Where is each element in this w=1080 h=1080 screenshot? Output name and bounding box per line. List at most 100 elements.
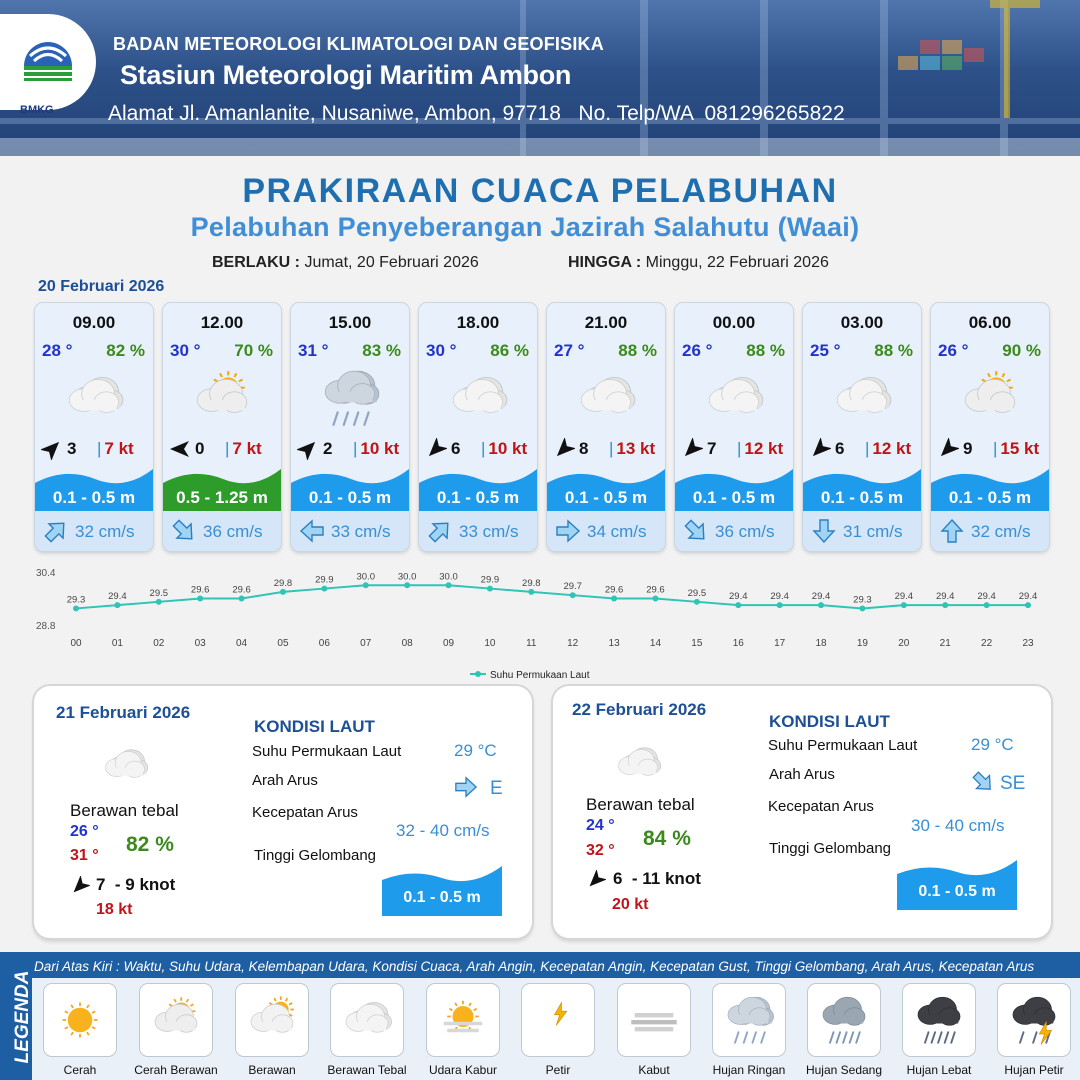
x-tick-label: 23 xyxy=(1022,638,1034,649)
berawan-tebal-icon xyxy=(580,376,636,413)
wind-speed: 7 xyxy=(707,439,717,458)
current-speed-value: 32 - 40 cm/s xyxy=(396,821,490,840)
max-temperature: 31 ° xyxy=(70,847,99,864)
humidity: 83 % xyxy=(362,341,401,360)
legend-item-label: Hujan Lebat xyxy=(906,1063,972,1077)
forecast-card: 12.00 30 ° 70 % 0 | 7 kt 0.5 - 1.25 m 36 … xyxy=(163,303,281,551)
humidity: 82 % xyxy=(106,341,145,360)
cerah-icon xyxy=(62,1002,98,1038)
gust-speed: | 7 kt xyxy=(97,439,134,458)
wave-shape xyxy=(803,469,921,511)
logo-text: BMKG xyxy=(20,104,54,116)
current-speed-label: Kecepatan Arus xyxy=(768,798,874,815)
sst-point xyxy=(155,598,162,605)
sst-point xyxy=(776,602,783,609)
bmkg-logo-icon xyxy=(24,42,72,81)
x-tick-label: 19 xyxy=(857,638,869,649)
forecast-date: 20 Februari 2026 xyxy=(38,278,165,295)
x-tick-label: 03 xyxy=(195,638,207,649)
sst-point xyxy=(279,588,286,595)
sst-point xyxy=(900,602,907,609)
berawan-tebal-icon xyxy=(345,1002,392,1033)
legend-side-label: LEGENDA xyxy=(4,958,33,1076)
gust-value: 10 kt xyxy=(360,439,400,458)
valid-to-label: HINGGA : xyxy=(568,254,642,271)
wind-speed: 2 xyxy=(323,439,333,458)
current-direction-icon xyxy=(940,518,964,543)
forecast-card: 03.00 25 ° 88 % 6 | 12 kt 0.1 - 0.5 m 31 … xyxy=(803,303,921,551)
hujan-ringan-icon xyxy=(727,996,774,1044)
legend-item-label: Hujan Petir xyxy=(1004,1063,1064,1077)
valid-from-label: BERLAKU : xyxy=(212,254,300,271)
x-tick-label: 12 xyxy=(567,638,579,649)
current-direction-icon xyxy=(684,519,705,540)
gust-speed: | 10 kt xyxy=(481,439,528,458)
sst-point xyxy=(445,582,452,589)
forecast-card: 18.00 30 ° 86 % 6 | 10 kt 0.1 - 0.5 m 33 … xyxy=(419,303,537,551)
sst-point xyxy=(362,582,369,589)
sst-value-label: 29.7 xyxy=(563,581,582,592)
hujan-petir-icon xyxy=(1012,996,1056,1045)
forecast-card: 21.00 27 ° 88 % 8 | 13 kt 0.1 - 0.5 m 34 … xyxy=(547,303,665,551)
current-direction-value: SE xyxy=(1000,773,1026,794)
x-tick-label: 09 xyxy=(443,638,455,649)
sst-value-label: 29.6 xyxy=(646,585,665,596)
sst-point xyxy=(528,588,535,595)
air-temperature: 30 ° xyxy=(426,341,457,360)
wind-speed: 6 - 11 knot xyxy=(613,869,701,888)
gust-speed: 20 kt xyxy=(612,896,649,913)
sst-point xyxy=(114,602,121,609)
forecast-time: 03.00 xyxy=(840,313,884,332)
x-tick-label: 20 xyxy=(898,638,910,649)
current-direction-icon xyxy=(172,519,193,540)
legend-item xyxy=(998,984,1070,1056)
bmkg-logo: BMKG xyxy=(0,14,96,116)
gust-value: 7 kt xyxy=(104,439,134,458)
wind-speed: 3 xyxy=(67,439,77,458)
sst-point xyxy=(859,605,866,612)
gust-value: 10 kt xyxy=(488,439,528,458)
sst-value-label: 29.4 xyxy=(977,591,996,602)
station-address: Alamat Jl. Amanlanite, Nusaniwe, Ambon, … xyxy=(108,102,845,125)
wind-direction-icon xyxy=(41,441,60,460)
forecast-time: 12.00 xyxy=(200,313,244,332)
valid-to: HINGGA : Minggu, 22 Februari 2026 xyxy=(568,254,829,272)
gust-speed: | 13 kt xyxy=(609,439,656,458)
berawan-tebal-icon xyxy=(836,376,892,413)
current-direction-icon xyxy=(455,776,478,798)
x-tick-label: 02 xyxy=(153,638,165,649)
sst-point xyxy=(652,595,659,602)
forecast-card: 06.00 26 ° 90 % 9 | 15 kt 0.1 - 0.5 m 32 … xyxy=(931,303,1049,551)
sst-point xyxy=(404,582,411,589)
legend-item xyxy=(427,984,499,1056)
wind-speed: 0 xyxy=(195,439,205,458)
forecast-time: 18.00 xyxy=(456,313,500,332)
legend-item-label: Berawan xyxy=(248,1063,296,1077)
current-speed: 36 cm/s xyxy=(203,522,263,541)
humidity: 88 % xyxy=(874,341,913,360)
sst-point xyxy=(611,595,618,602)
sst-value-label: 29.6 xyxy=(191,585,210,596)
current-direction-icon xyxy=(299,519,324,543)
berawan-icon xyxy=(250,996,294,1033)
wind-speed: 6 xyxy=(835,439,845,458)
sst-value-label: 29.5 xyxy=(688,588,707,599)
legend-description: Dari Atas Kiri : Waktu, Suhu Udara, Kele… xyxy=(34,959,1035,974)
y-tick-bottom: 28.8 xyxy=(36,621,56,632)
wind-direction-icon xyxy=(684,438,703,457)
legend-item-label: Cerah xyxy=(63,1063,97,1077)
x-tick-label: 00 xyxy=(70,638,82,649)
gust-value: 7 kt xyxy=(232,439,262,458)
berawan-tebal-icon xyxy=(105,749,149,778)
x-tick-label: 16 xyxy=(733,638,745,649)
forecast-time: 00.00 xyxy=(712,313,756,332)
sst-point xyxy=(983,602,990,609)
air-temperature: 25 ° xyxy=(810,341,841,360)
wave-label: Tinggi Gelombang xyxy=(254,847,377,864)
x-tick-label: 08 xyxy=(402,638,414,649)
min-temperature: 24 ° xyxy=(586,817,615,834)
legend-item-label: Kabut xyxy=(638,1063,670,1077)
sst-point xyxy=(942,602,949,609)
forecast-card: 15.00 31 ° 83 % 2 | 10 kt 0.1 - 0.5 m 33 … xyxy=(291,303,409,551)
gust-speed: | 10 kt xyxy=(353,439,400,458)
